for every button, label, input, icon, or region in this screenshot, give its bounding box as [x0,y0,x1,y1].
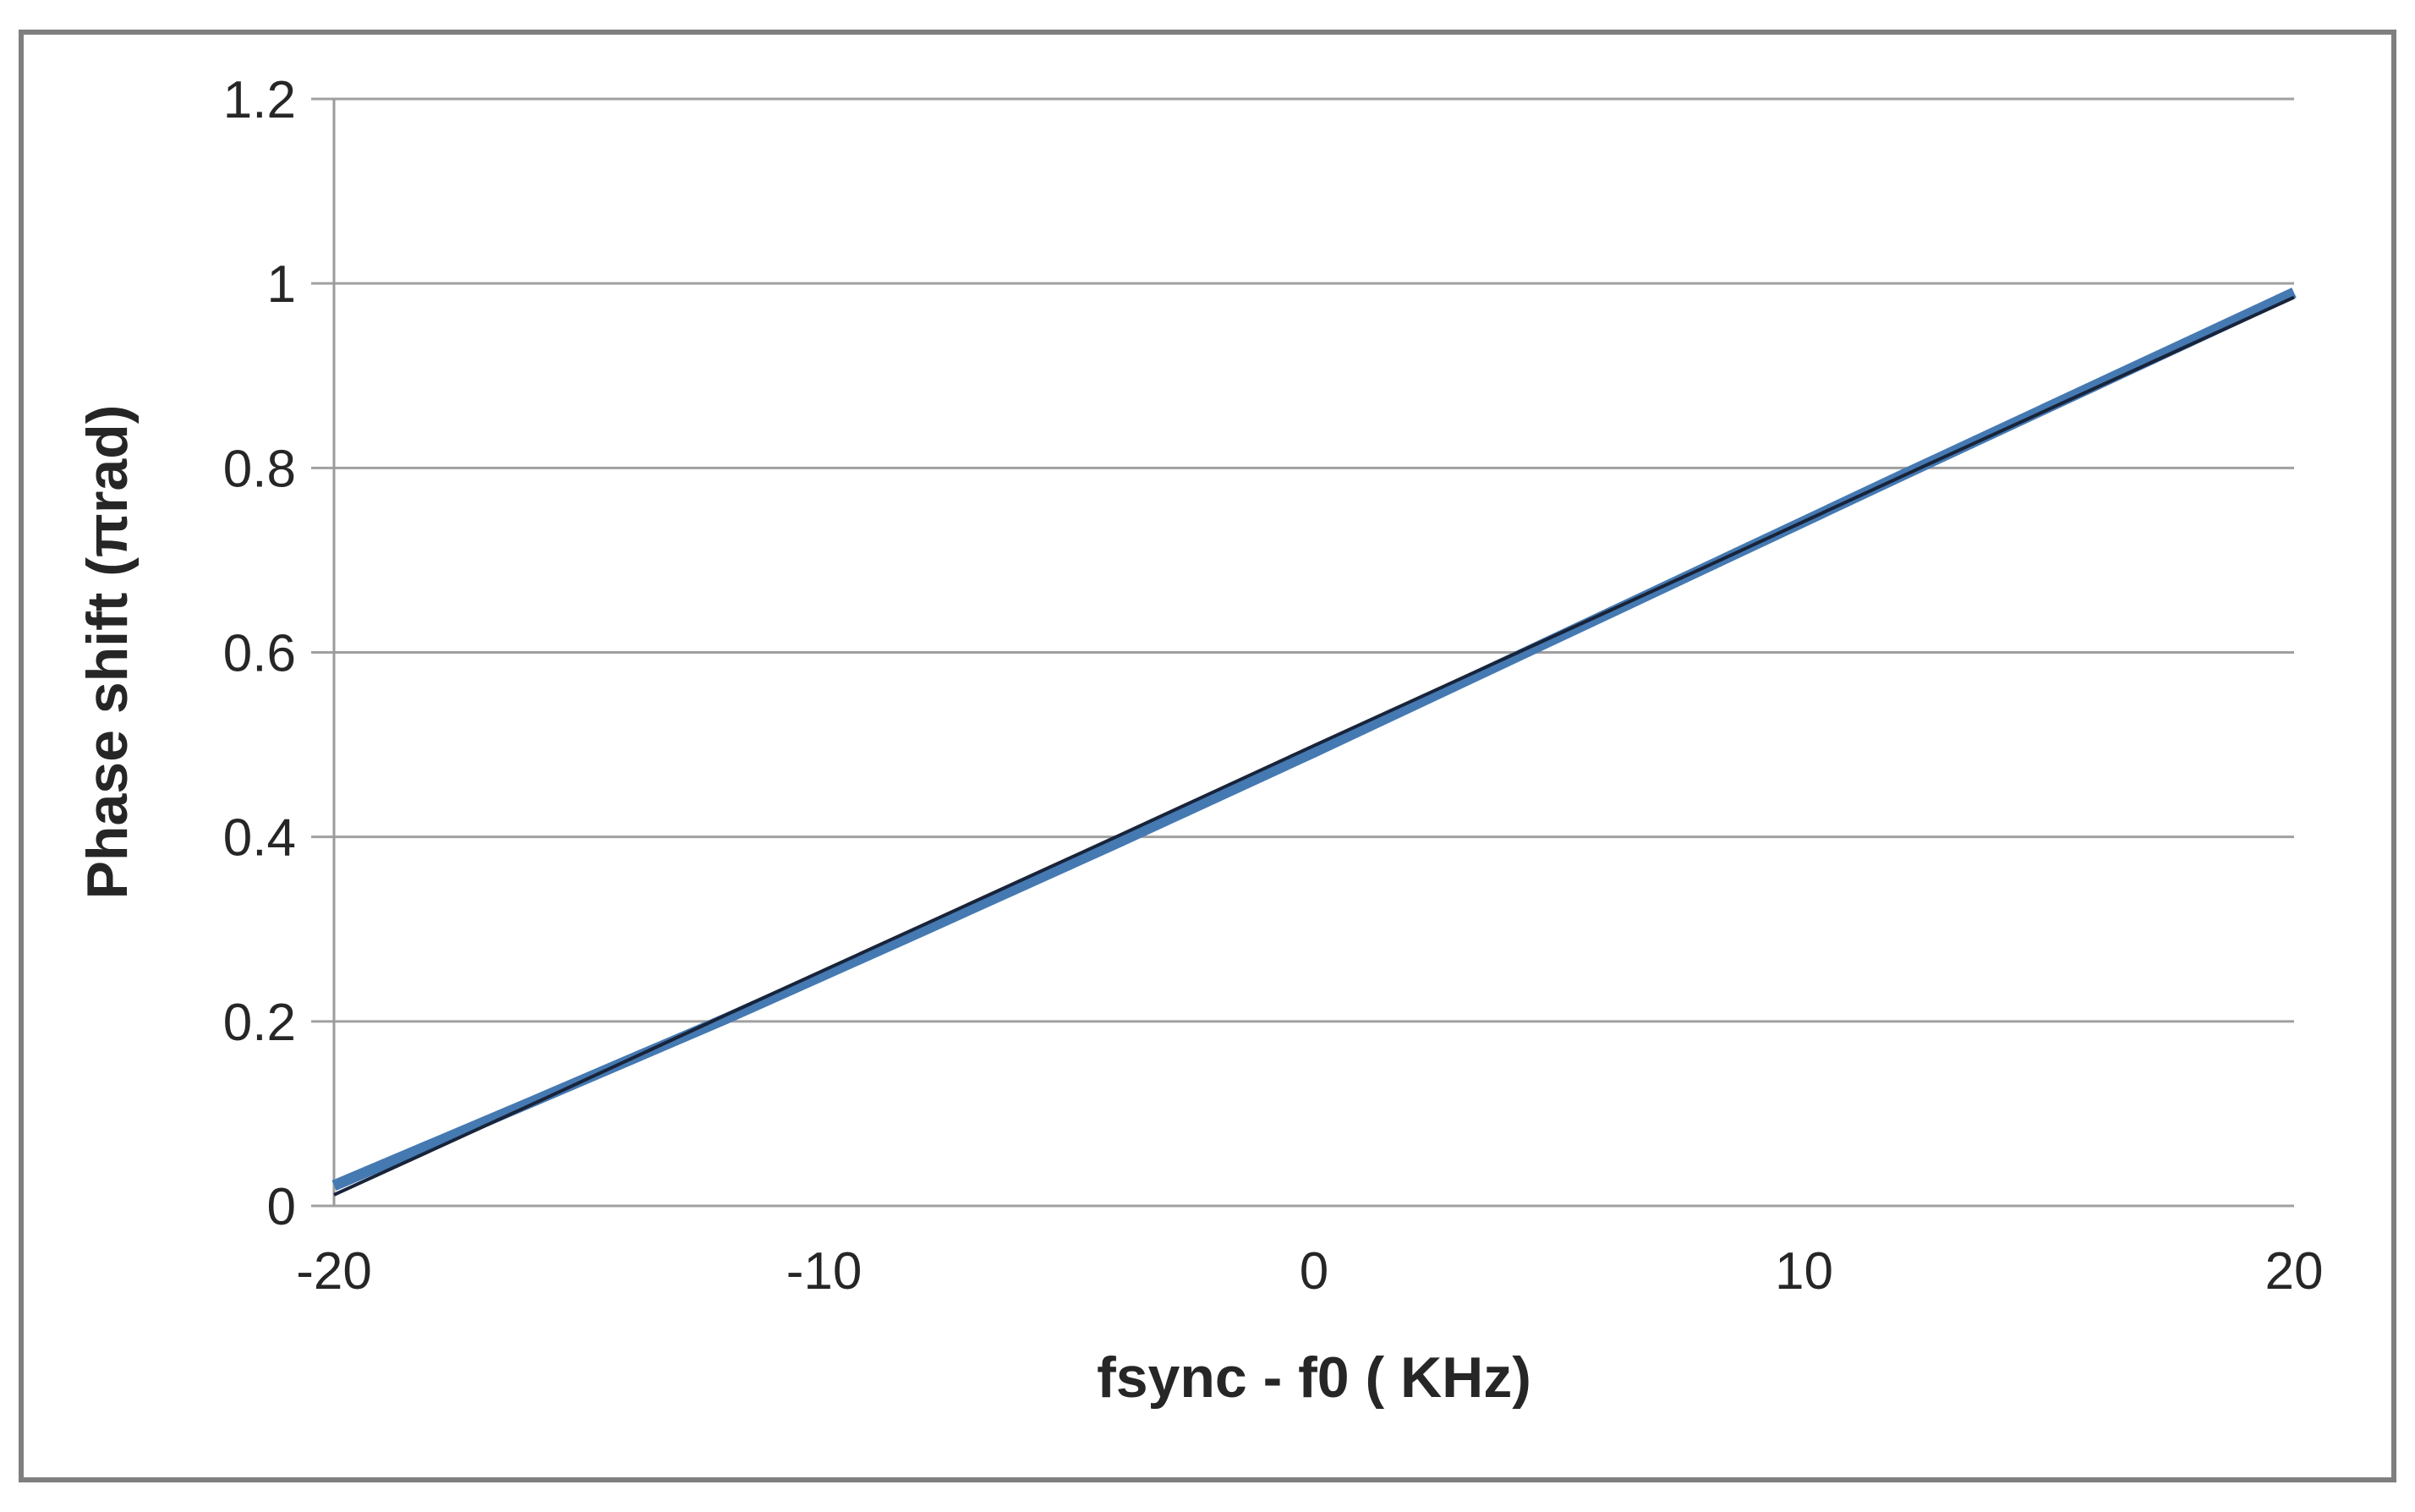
x-tick-label: 0 [1300,1242,1328,1301]
y-tick-label: 1 [267,255,296,314]
x-axis-title: fsync - f0 ( KHz) [1097,1345,1531,1410]
x-tick-labels-group: -20 -10 0 10 20 [296,1242,2323,1301]
y-tick-labels-group: 0 0.2 0.4 0.6 0.8 1 1.2 [223,71,296,1236]
y-tick-label: 0 [267,1178,296,1236]
y-tick-label: 0.6 [223,625,296,683]
y-tick-label: 0.2 [223,994,296,1052]
x-tick-label: 10 [1775,1242,1833,1301]
y-axis-title: Phase shift (πrad) [75,405,140,900]
figure-border [19,30,2396,1482]
y-tick-label: 0.8 [223,440,296,498]
series-group [331,288,2297,1197]
x-tick-label: -10 [786,1242,862,1301]
x-tick-label: 20 [2265,1242,2324,1301]
y-tick-label: 1.2 [223,71,296,129]
series-line-linear-reference [333,295,2295,1197]
series-line-measured-phase-shift [331,288,2297,1191]
gridlines-group [311,97,2294,1208]
y-tick-label: 0.4 [223,809,296,868]
x-tick-label: -20 [296,1242,372,1301]
